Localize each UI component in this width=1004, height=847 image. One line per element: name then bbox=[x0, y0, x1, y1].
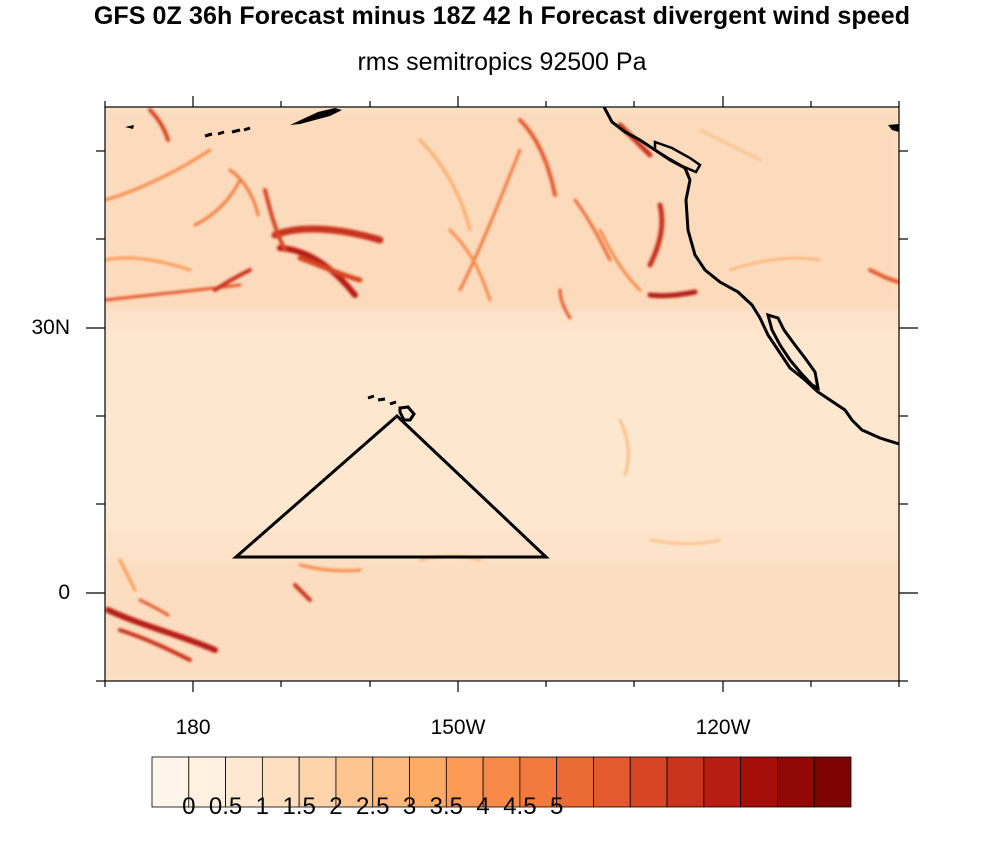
map-subtitle: rms semitropics 92500 Pa bbox=[357, 48, 647, 76]
colorbar-swatch bbox=[151, 756, 190, 808]
colorbar-swatch bbox=[335, 756, 374, 808]
colorbar-swatch bbox=[703, 756, 742, 808]
colorbar-label: 2 bbox=[329, 793, 343, 820]
colorbar-swatch bbox=[593, 756, 631, 808]
hawaii-islands bbox=[367, 394, 416, 422]
lon-label-150w: 150W bbox=[430, 716, 486, 739]
colorbar-swatch bbox=[556, 756, 594, 808]
lat-label-30n: 30N bbox=[31, 316, 70, 339]
baja-california bbox=[765, 312, 821, 391]
colorbar bbox=[151, 756, 852, 808]
colorbar-label: 3 bbox=[402, 793, 417, 820]
colorbar-swatch bbox=[372, 756, 410, 808]
colorbar-swatch bbox=[813, 756, 852, 808]
lat-label-0: 0 bbox=[58, 581, 70, 604]
wind-speed-field bbox=[105, 107, 899, 681]
colorbar-swatch bbox=[740, 756, 778, 808]
colorbar-label: 0.5 bbox=[208, 793, 243, 820]
colorbar-label: 1.5 bbox=[282, 793, 316, 820]
map-frame bbox=[104, 106, 900, 682]
vancouver-island bbox=[653, 140, 702, 174]
axis-ticks bbox=[86, 96, 918, 692]
colorbar-label: 4 bbox=[476, 793, 490, 820]
colorbar-label: 4.5 bbox=[503, 793, 537, 820]
lon-label-120w: 120W bbox=[695, 716, 751, 739]
map-title: GFS 0Z 36h Forecast minus 18Z 42 h Forec… bbox=[93, 2, 911, 30]
colorbar-swatch bbox=[261, 756, 300, 808]
colorbar-swatch bbox=[777, 756, 815, 808]
colorbar-label: 2.5 bbox=[356, 793, 390, 820]
colorbar-swatch bbox=[482, 756, 521, 808]
colorbar-swatch bbox=[188, 756, 226, 808]
region-triangle bbox=[232, 413, 550, 559]
colorbar-swatch bbox=[629, 756, 668, 808]
colorbar-swatch bbox=[298, 756, 337, 808]
colorbar-label: 5 bbox=[549, 793, 564, 820]
colorbar-swatch bbox=[409, 756, 447, 808]
colorbar-swatch bbox=[666, 756, 705, 808]
lon-label-180: 180 bbox=[175, 716, 211, 739]
colorbar-label: 1 bbox=[255, 793, 270, 820]
colorbar-swatch bbox=[519, 756, 558, 808]
colorbar-swatch bbox=[225, 756, 263, 808]
colorbar-label: 3.5 bbox=[429, 793, 463, 820]
colorbar-label: 0 bbox=[182, 793, 196, 820]
aleutian-islands bbox=[290, 108, 342, 125]
